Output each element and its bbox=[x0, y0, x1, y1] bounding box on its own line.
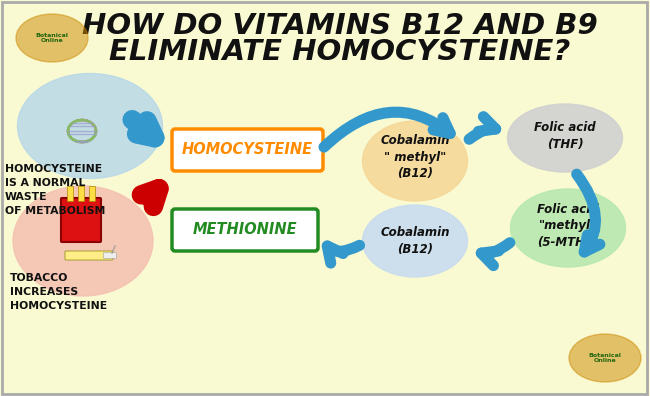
FancyBboxPatch shape bbox=[172, 129, 323, 171]
FancyBboxPatch shape bbox=[65, 251, 113, 260]
Ellipse shape bbox=[569, 334, 641, 382]
Ellipse shape bbox=[508, 104, 623, 172]
Text: Cobalamin
(B12): Cobalamin (B12) bbox=[380, 226, 450, 256]
FancyBboxPatch shape bbox=[103, 253, 116, 259]
Text: HOMOCYSTEINE
IS A NORMAL
WASTE
OF METABOLISM: HOMOCYSTEINE IS A NORMAL WASTE OF METABO… bbox=[5, 164, 105, 216]
Text: Folic acid
(THF): Folic acid (THF) bbox=[534, 121, 596, 151]
Ellipse shape bbox=[13, 186, 153, 296]
Ellipse shape bbox=[16, 14, 88, 62]
Text: Folic acid
"methyl"
(5-MTHF): Folic acid "methyl" (5-MTHF) bbox=[537, 203, 599, 249]
Text: Botanical
Online: Botanical Online bbox=[588, 352, 621, 364]
Text: HOW DO VITAMINS B12 AND B9: HOW DO VITAMINS B12 AND B9 bbox=[82, 12, 598, 40]
Ellipse shape bbox=[363, 205, 467, 277]
FancyBboxPatch shape bbox=[172, 209, 318, 251]
Text: ELIMINATE HOMOCYSTEINE?: ELIMINATE HOMOCYSTEINE? bbox=[109, 38, 571, 66]
FancyBboxPatch shape bbox=[90, 187, 96, 202]
FancyBboxPatch shape bbox=[61, 198, 101, 242]
Text: HOMOCYSTEINE: HOMOCYSTEINE bbox=[182, 143, 313, 158]
FancyBboxPatch shape bbox=[68, 187, 73, 202]
FancyBboxPatch shape bbox=[79, 187, 84, 202]
Ellipse shape bbox=[18, 74, 162, 179]
Ellipse shape bbox=[510, 189, 625, 267]
Text: TOBACCO
INCREASES
HOMOCYSTEINE: TOBACCO INCREASES HOMOCYSTEINE bbox=[10, 273, 107, 311]
Text: Cobalamin
" methyl"
(B12): Cobalamin " methyl" (B12) bbox=[380, 134, 450, 180]
Text: METHIONINE: METHIONINE bbox=[192, 223, 297, 238]
Ellipse shape bbox=[363, 121, 467, 201]
Text: Botanical
Online: Botanical Online bbox=[36, 32, 68, 44]
